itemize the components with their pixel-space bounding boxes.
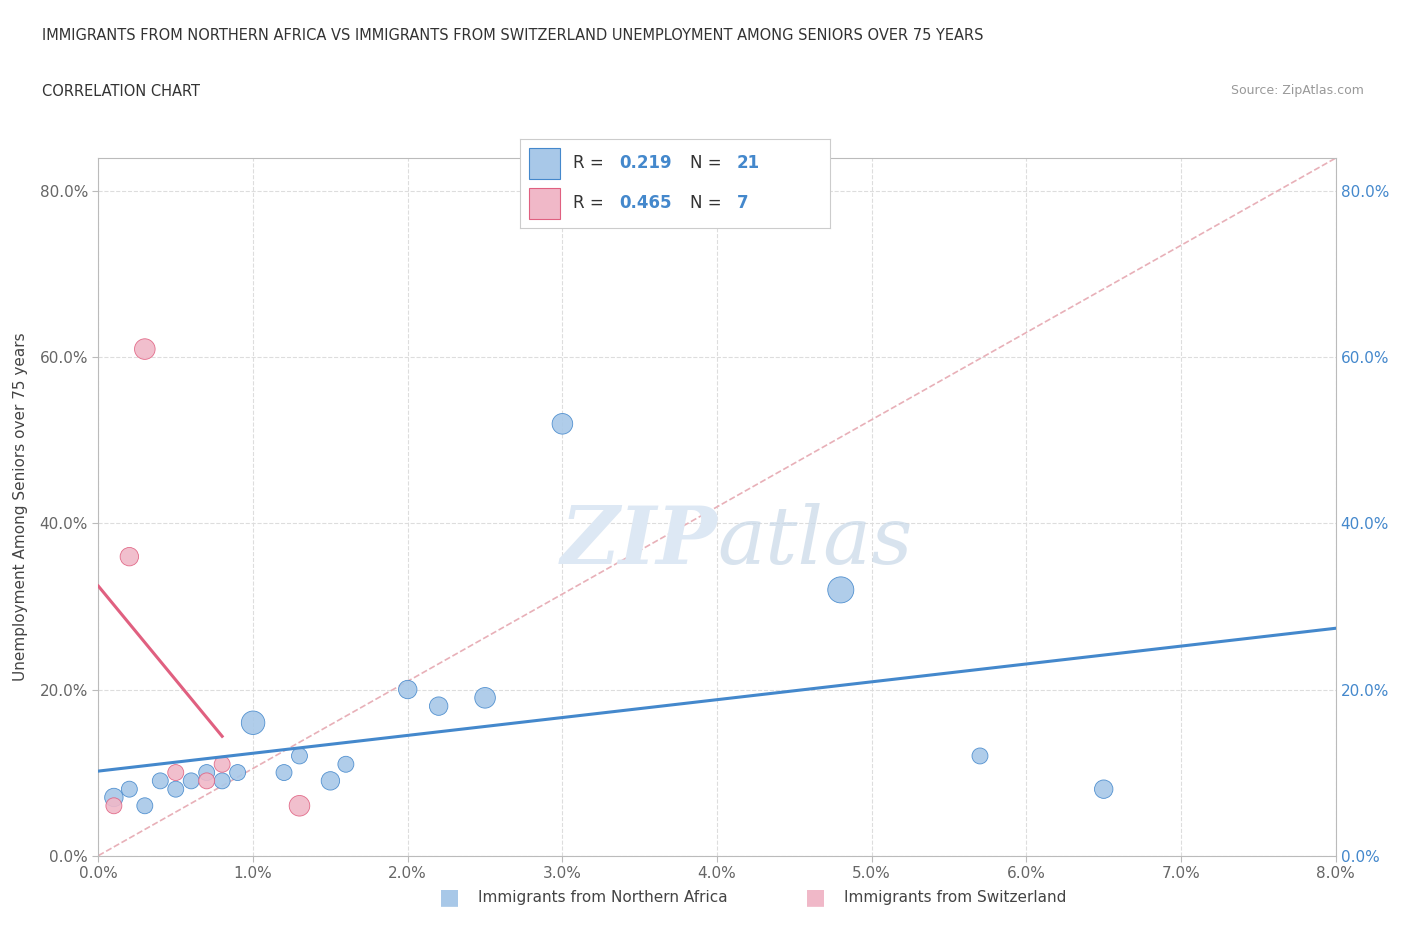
Point bbox=[118, 550, 141, 565]
Point bbox=[165, 765, 187, 780]
Text: CORRELATION CHART: CORRELATION CHART bbox=[42, 84, 200, 99]
Text: 0.465: 0.465 bbox=[619, 194, 672, 212]
Text: 7: 7 bbox=[737, 194, 748, 212]
Text: ■: ■ bbox=[440, 887, 460, 908]
Point bbox=[273, 765, 295, 780]
Point bbox=[134, 341, 156, 356]
Point bbox=[551, 417, 574, 432]
Point bbox=[1092, 782, 1115, 797]
Text: 0.219: 0.219 bbox=[619, 154, 672, 172]
FancyBboxPatch shape bbox=[530, 188, 561, 219]
Point bbox=[180, 774, 202, 789]
Point bbox=[103, 798, 125, 813]
Point bbox=[149, 774, 172, 789]
Text: Immigrants from Switzerland: Immigrants from Switzerland bbox=[844, 890, 1066, 905]
Point bbox=[396, 682, 419, 697]
Text: 21: 21 bbox=[737, 154, 759, 172]
Point bbox=[195, 774, 218, 789]
Point bbox=[969, 749, 991, 764]
Point bbox=[134, 798, 156, 813]
Point bbox=[319, 774, 342, 789]
Point bbox=[211, 757, 233, 772]
Text: Immigrants from Northern Africa: Immigrants from Northern Africa bbox=[478, 890, 728, 905]
Point bbox=[226, 765, 249, 780]
Text: atlas: atlas bbox=[717, 503, 912, 580]
Text: N =: N = bbox=[690, 154, 727, 172]
Text: R =: R = bbox=[572, 154, 609, 172]
Point bbox=[288, 749, 311, 764]
Point bbox=[165, 782, 187, 797]
Point bbox=[427, 698, 450, 713]
Point bbox=[242, 715, 264, 730]
Point bbox=[335, 757, 357, 772]
Text: ■: ■ bbox=[806, 887, 825, 908]
Point bbox=[288, 798, 311, 813]
Point bbox=[830, 582, 852, 597]
Point bbox=[474, 690, 496, 705]
Text: IMMIGRANTS FROM NORTHERN AFRICA VS IMMIGRANTS FROM SWITZERLAND UNEMPLOYMENT AMON: IMMIGRANTS FROM NORTHERN AFRICA VS IMMIG… bbox=[42, 28, 984, 43]
Text: R =: R = bbox=[572, 194, 609, 212]
Point bbox=[211, 774, 233, 789]
Text: N =: N = bbox=[690, 194, 727, 212]
Point bbox=[103, 790, 125, 805]
Point bbox=[195, 765, 218, 780]
Y-axis label: Unemployment Among Seniors over 75 years: Unemployment Among Seniors over 75 years bbox=[14, 333, 28, 681]
Point bbox=[118, 782, 141, 797]
Text: ZIP: ZIP bbox=[560, 503, 717, 580]
Text: Source: ZipAtlas.com: Source: ZipAtlas.com bbox=[1230, 84, 1364, 97]
FancyBboxPatch shape bbox=[530, 149, 561, 179]
